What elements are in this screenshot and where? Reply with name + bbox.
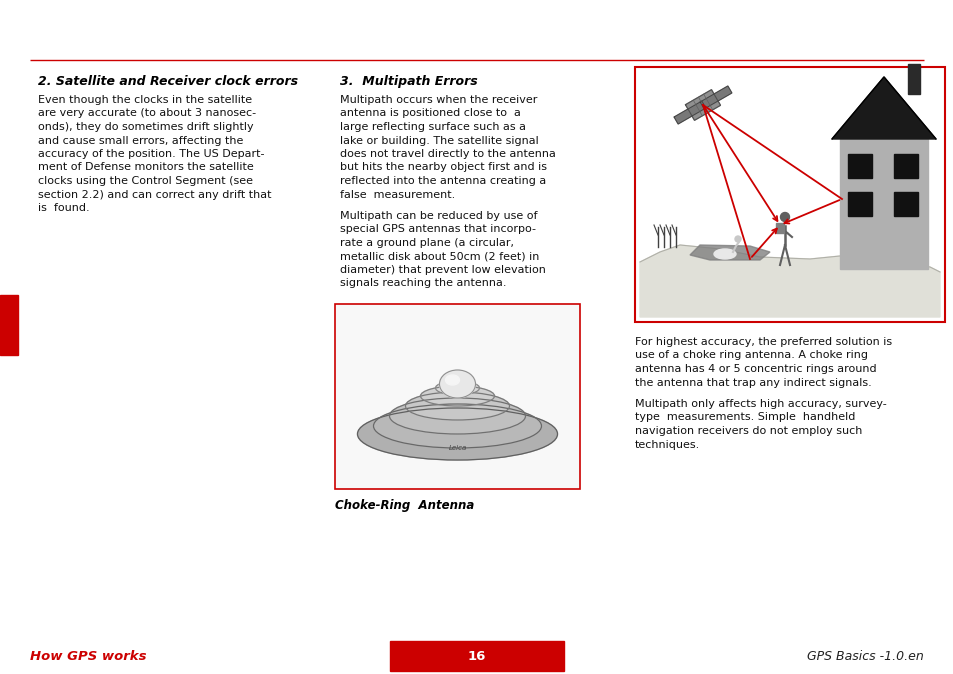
Text: antenna is positioned close to  a: antenna is positioned close to a bbox=[339, 109, 520, 119]
Text: large reflecting surface such as a: large reflecting surface such as a bbox=[339, 122, 525, 132]
Ellipse shape bbox=[420, 386, 494, 406]
Text: reflected into the antenna creating a: reflected into the antenna creating a bbox=[339, 176, 546, 186]
Text: rate a ground plane (a circular,: rate a ground plane (a circular, bbox=[339, 238, 514, 248]
Text: signals reaching the antenna.: signals reaching the antenna. bbox=[339, 278, 506, 288]
Ellipse shape bbox=[439, 370, 475, 398]
Ellipse shape bbox=[435, 381, 479, 395]
Ellipse shape bbox=[713, 249, 735, 259]
Ellipse shape bbox=[357, 408, 557, 460]
Polygon shape bbox=[674, 101, 705, 124]
Text: metallic disk about 50cm (2 feet) in: metallic disk about 50cm (2 feet) in bbox=[339, 251, 538, 262]
Bar bbox=[907, 64, 919, 94]
Bar bbox=[847, 192, 871, 216]
Polygon shape bbox=[639, 245, 939, 317]
Text: and cause small errors, affecting the: and cause small errors, affecting the bbox=[38, 135, 243, 146]
Text: 3.  Multipath Errors: 3. Multipath Errors bbox=[339, 75, 477, 88]
Bar bbox=[893, 192, 917, 216]
Bar bbox=[893, 154, 917, 178]
Polygon shape bbox=[685, 90, 720, 120]
Ellipse shape bbox=[445, 375, 459, 385]
Text: Even though the clocks in the satellite: Even though the clocks in the satellite bbox=[38, 95, 252, 105]
Text: is  found.: is found. bbox=[38, 203, 90, 213]
Text: 16: 16 bbox=[467, 650, 486, 663]
Text: 2. Satellite and Receiver clock errors: 2. Satellite and Receiver clock errors bbox=[38, 75, 297, 88]
Polygon shape bbox=[689, 245, 769, 260]
Text: use of a choke ring antenna. A choke ring: use of a choke ring antenna. A choke rin… bbox=[635, 350, 867, 361]
Bar bbox=[335, 304, 579, 489]
Polygon shape bbox=[831, 77, 935, 139]
Text: Choke-Ring  Antenna: Choke-Ring Antenna bbox=[335, 499, 474, 512]
Bar bbox=[847, 154, 871, 178]
Text: are very accurate (to about 3 nanosec-: are very accurate (to about 3 nanosec- bbox=[38, 109, 255, 119]
Text: accuracy of the position. The US Depart-: accuracy of the position. The US Depart- bbox=[38, 149, 264, 159]
Text: GPS Basics -1.0.en: GPS Basics -1.0.en bbox=[806, 650, 923, 663]
Text: Multipath only affects high accuracy, survey-: Multipath only affects high accuracy, su… bbox=[635, 399, 886, 409]
Text: onds), they do sometimes drift slightly: onds), they do sometimes drift slightly bbox=[38, 122, 253, 132]
Text: techniques.: techniques. bbox=[635, 439, 700, 450]
Ellipse shape bbox=[405, 392, 509, 420]
Text: section 2.2) and can correct any drift that: section 2.2) and can correct any drift t… bbox=[38, 189, 272, 200]
Text: diameter) that prevent low elevation: diameter) that prevent low elevation bbox=[339, 265, 545, 275]
Text: Leica: Leica bbox=[448, 445, 466, 451]
Text: type  measurements. Simple  handheld: type measurements. Simple handheld bbox=[635, 412, 855, 423]
Text: special GPS antennas that incorpo-: special GPS antennas that incorpo- bbox=[339, 224, 536, 235]
Ellipse shape bbox=[374, 404, 541, 448]
Circle shape bbox=[734, 236, 740, 242]
Text: navigation receivers do not employ such: navigation receivers do not employ such bbox=[635, 426, 862, 436]
Text: does not travel directly to the antenna: does not travel directly to the antenna bbox=[339, 149, 556, 159]
Bar bbox=[635, 67, 944, 322]
Text: ment of Defense monitors the satellite: ment of Defense monitors the satellite bbox=[38, 162, 253, 173]
Polygon shape bbox=[700, 86, 731, 109]
Text: antenna has 4 or 5 concentric rings around: antenna has 4 or 5 concentric rings arou… bbox=[635, 364, 876, 374]
Text: For highest accuracy, the preferred solution is: For highest accuracy, the preferred solu… bbox=[635, 337, 891, 347]
Text: but hits the nearby object first and is: but hits the nearby object first and is bbox=[339, 162, 546, 173]
Ellipse shape bbox=[389, 398, 525, 434]
Text: lake or building. The satellite signal: lake or building. The satellite signal bbox=[339, 135, 538, 146]
Bar bbox=[840, 139, 927, 269]
Bar bbox=[775, 223, 783, 233]
Text: clocks using the Control Segment (see: clocks using the Control Segment (see bbox=[38, 176, 253, 186]
Bar bbox=[0, 295, 18, 355]
Ellipse shape bbox=[780, 212, 789, 222]
Text: false  measurement.: false measurement. bbox=[339, 189, 455, 200]
Text: the antenna that trap any indirect signals.: the antenna that trap any indirect signa… bbox=[635, 377, 871, 388]
Bar bbox=[390, 641, 563, 671]
Text: Multipath can be reduced by use of: Multipath can be reduced by use of bbox=[339, 211, 537, 221]
Text: How GPS works: How GPS works bbox=[30, 650, 147, 663]
Bar bbox=[0, 638, 953, 674]
Text: Multipath occurs when the receiver: Multipath occurs when the receiver bbox=[339, 95, 537, 105]
